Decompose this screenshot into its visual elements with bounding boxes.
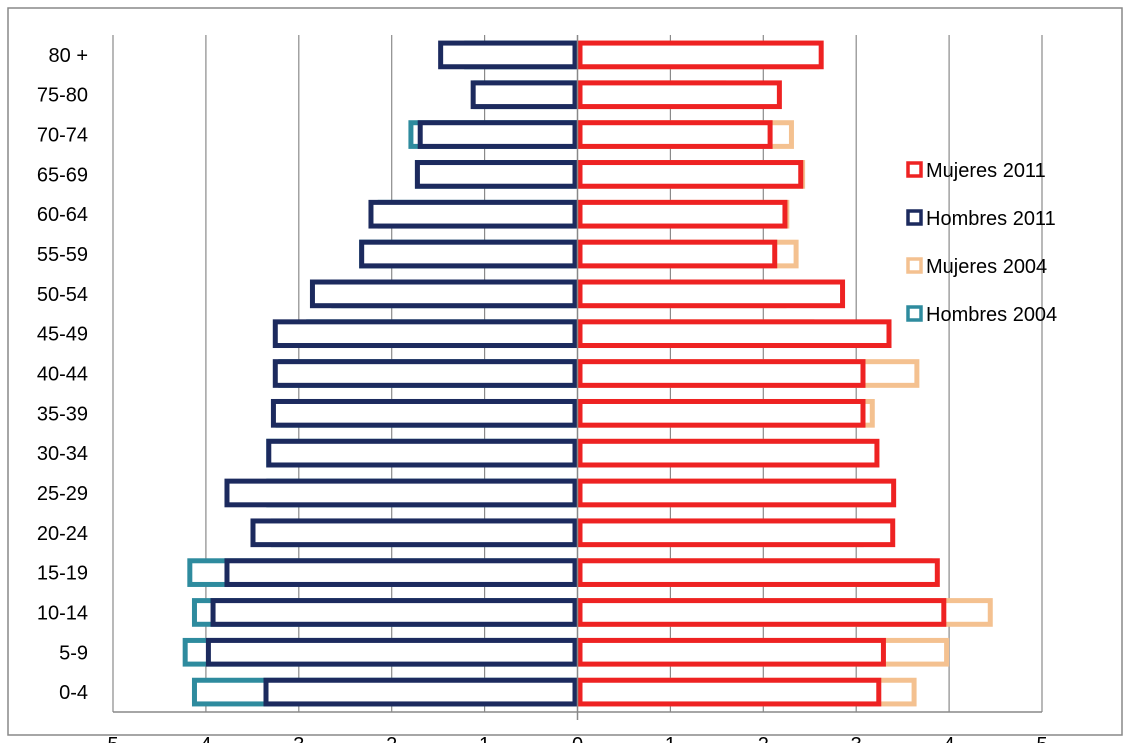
category-label: 25-29 [37,483,88,505]
bar-mujeres-2011 [577,359,866,388]
category-label: 70-74 [37,125,88,147]
category-label: 65-69 [37,164,88,186]
bar-mujeres-2011 [577,40,824,70]
x-tick-label: 0 [572,734,583,743]
x-tick-label: 4 [944,734,955,743]
bar-hombres-2011 [414,160,578,189]
bar-hombres-2011 [266,438,578,468]
bar-mujeres-2011 [577,160,804,189]
legend-label: Mujeres 2011 [926,160,1046,182]
bar-hombres-2011 [263,677,578,707]
x-tick-label: 5 [1036,734,1047,743]
x-tick-label: 1 [665,734,676,743]
category-label: 45-49 [37,324,88,346]
bar-hombres-2011 [210,598,578,627]
category-label: 80 + [49,45,88,67]
bar-mujeres-2011 [577,598,947,627]
legend-swatch [906,161,923,178]
x-tick-label: 2 [758,734,769,743]
bar-mujeres-2011 [577,558,940,587]
legend-label: Mujeres 2004 [926,256,1047,278]
bar-hombres-2011 [272,359,578,388]
legend: Mujeres 2011 Hombres 2011 Mujeres 2004 Homb… [906,160,1057,326]
bars-2011 [205,40,947,707]
bar-hombres-2011 [417,120,578,149]
category-label: 10-14 [37,602,88,624]
x-tick-label: 3 [293,734,304,743]
category-label: 0-4 [59,682,88,704]
category-label: 60-64 [37,204,88,226]
bar-mujeres-2011 [577,637,886,667]
bar-mujeres-2011 [577,398,866,428]
bar-hombres-2011 [309,279,578,309]
bar-mujeres-2011 [577,120,773,149]
x-tick-label: 3 [851,734,862,743]
x-tick-label: 5 [107,734,118,743]
bar-hombres-2011 [224,558,578,587]
bar-mujeres-2011 [577,80,782,110]
bar-hombres-2011 [470,80,578,110]
category-labels: 80 + 75-80 70-74 65-69 60-64 55-59 50-54 45-49 4… [37,45,88,704]
bar-mujeres-2011 [577,478,897,508]
x-tick-label: 4 [200,734,211,743]
bar-mujeres-2011 [577,518,896,548]
bar-hombres-2011 [368,199,578,229]
bar-mujeres-2011 [577,319,892,349]
bar-mujeres-2011 [577,438,880,468]
category-label: 5-9 [59,642,88,664]
bar-hombres-2011 [224,478,578,508]
category-label: 30-34 [37,443,88,465]
category-label: 35-39 [37,403,88,425]
bar-hombres-2011 [205,637,578,667]
x-tick-labels: 5 4 3 2 1 0 1 2 3 4 5 [107,734,1047,743]
bar-hombres-2011 [359,239,578,269]
legend-label: Hombres 2011 [926,208,1056,230]
bar-hombres-2011 [250,518,578,548]
category-label: 55-59 [37,244,88,266]
legend-swatch [906,209,923,226]
category-label: 50-54 [37,284,88,306]
category-label: 75-80 [37,85,88,107]
category-label: 20-24 [37,523,88,545]
bar-mujeres-2011 [577,199,788,229]
legend-swatch [906,257,923,274]
category-label: 40-44 [37,364,88,386]
bar-mujeres-2011 [577,279,846,309]
bar-mujeres-2011 [577,677,882,707]
bar-hombres-2011 [438,40,578,70]
legend-label: Hombres 2004 [926,304,1057,326]
legend-swatch [906,305,923,322]
bar-hombres-2011 [272,319,578,349]
bar-hombres-2011 [270,398,578,428]
x-tick-label: 1 [479,734,490,743]
category-label: 15-19 [37,563,88,585]
bar-mujeres-2011 [577,239,778,269]
x-tick-label: 2 [386,734,397,743]
